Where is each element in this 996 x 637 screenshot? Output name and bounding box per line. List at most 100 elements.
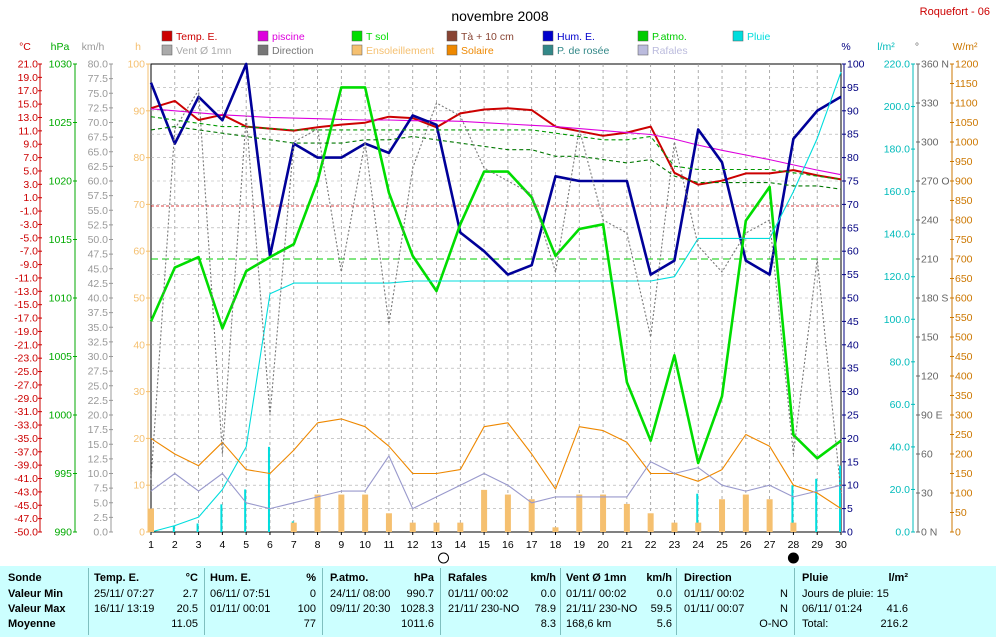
legend: Temp. E. piscine T sol Tà + 10 cm Hum. E. P.a… xyxy=(161,30,771,57)
x-tick-label: 9 xyxy=(338,539,344,551)
legend-label: Ensoleillement xyxy=(366,45,434,57)
x-tick-label: 29 xyxy=(811,539,823,551)
summary-col-gusts: Rafales km/h 01/11/ 00:02 0.0 21/11/ 230-N… xyxy=(448,566,558,637)
chart-title: novembre 2008 xyxy=(451,8,549,24)
x-tick-label: 19 xyxy=(573,539,585,551)
axis-unit: ° xyxy=(915,41,919,53)
y-tick-label: 67.5 xyxy=(88,132,109,144)
x-tick-label: 11 xyxy=(383,539,394,551)
summary-col-wind: Vent Ø 1mn km/h 01/11/ 00:02 0.0 21/11/ 23… xyxy=(566,566,672,637)
summary-value: 78.9 xyxy=(534,603,556,615)
summary-col-temp: Temp. E. °C 25/11/ 07:27 2.7 16/11/ 13:19 2… xyxy=(94,566,202,637)
summary-value: 20.5 xyxy=(176,603,198,615)
y-tick-label: 1150 xyxy=(955,78,978,90)
summary-unit: °C xyxy=(185,572,198,584)
y-tick-label: 30 xyxy=(133,386,145,398)
y-tick-label: 17.5 xyxy=(88,424,109,436)
new-moon-icon xyxy=(787,552,799,564)
series-line xyxy=(150,89,842,494)
y-tick-label: 27.5 xyxy=(88,366,109,378)
y-tick-label: 40 xyxy=(133,339,145,351)
series-t-sol xyxy=(150,116,842,180)
summary-value: 8.3 xyxy=(540,618,556,630)
y-tick-label: -50.0 xyxy=(14,527,38,539)
x-tick-label: 15 xyxy=(478,539,490,551)
y-tick-label: 250 xyxy=(955,429,973,441)
axis-unit: l/m² xyxy=(877,41,895,53)
y-tick-label: 200.0 xyxy=(884,101,910,113)
y-tick-label: 25.0 xyxy=(88,380,109,392)
y-tick-label: 77.5 xyxy=(88,73,109,85)
y-tick-label: 80 xyxy=(847,152,859,164)
series-line xyxy=(149,86,842,465)
x-tick-label: 17 xyxy=(526,539,538,551)
y-tick-label: 0 xyxy=(955,527,961,539)
y-tick-label: 30 xyxy=(921,488,933,500)
y-tick-label: 450 xyxy=(955,351,973,363)
x-tick-label: 4 xyxy=(219,539,225,551)
summary-unit: km/h xyxy=(530,572,556,584)
bar xyxy=(433,522,440,532)
summary-unit: % xyxy=(306,572,316,584)
summary-separator xyxy=(88,568,89,635)
axis-unit: h xyxy=(135,41,141,53)
legend-swatch xyxy=(446,44,458,56)
bar xyxy=(290,522,297,532)
series-ensoleillement xyxy=(148,489,797,532)
x-tick-label: 2 xyxy=(172,539,178,551)
y-tick-label: 9.0 xyxy=(23,139,38,151)
summary-row-label: Valeur Min xyxy=(8,588,64,600)
y-tick-label: 500 xyxy=(955,332,973,344)
legend-label: Solaire xyxy=(461,45,494,57)
bar xyxy=(409,522,416,532)
y-tick-label: 7.5 xyxy=(93,483,108,495)
legend-swatch xyxy=(351,30,363,42)
legend-swatch xyxy=(637,30,649,42)
y-tick-label: -17.0 xyxy=(14,313,38,325)
y-tick-label: 90 xyxy=(133,105,145,117)
summary-row-label: Moyenne xyxy=(8,618,56,630)
axis-unit: hPa xyxy=(51,41,70,53)
y-tick-label: 13.0 xyxy=(18,112,39,124)
axes: 21.019.017.015.013.011.09.07.05.03.01.0-… xyxy=(14,59,978,539)
y-tick-label: 5.0 xyxy=(93,497,108,509)
y-tick-label: -15.0 xyxy=(14,299,38,311)
y-tick-label: 70 xyxy=(847,199,859,211)
bar xyxy=(528,499,535,532)
bar xyxy=(385,513,392,532)
summary-header: Direction xyxy=(684,572,732,584)
summary-date: 168,6 km xyxy=(566,618,612,630)
y-tick-label: 850 xyxy=(955,195,973,207)
bar xyxy=(647,513,654,532)
bar xyxy=(719,499,726,532)
legend-label: Temp. E. xyxy=(176,31,217,43)
y-tick-label: 47.5 xyxy=(88,249,109,261)
y-tick-label: 55.0 xyxy=(88,205,109,217)
y-tick-label: 60.0 xyxy=(890,399,911,411)
summary-date: 01/11/ 00:02 xyxy=(684,588,745,600)
bar xyxy=(362,494,369,532)
y-tick-label: -9.0 xyxy=(20,259,38,271)
summary-col-humidity: Hum. E.% 06/11/ 07:51 0 01/11/ 00:01 100 7… xyxy=(210,566,320,637)
series-rafales xyxy=(150,455,842,510)
y-tick-label: 10 xyxy=(847,480,859,492)
y-tick-label: -43.0 xyxy=(14,486,38,498)
x-tick-label: 14 xyxy=(454,539,466,551)
summary-header: Rafales xyxy=(448,572,488,584)
x-tick-label: 5 xyxy=(243,539,249,551)
y-tick-label: 100.0 xyxy=(884,314,910,326)
x-axis-ticks: 1 2 3 4 5 6 7 8 9 10 11 12 13 14 15 16 17 18 19 20 21 22 23 24 2… xyxy=(148,532,847,564)
y-tick-label: 90 E xyxy=(921,410,943,422)
y-tick-label: -39.0 xyxy=(14,460,38,472)
summary-value: 11.05 xyxy=(171,618,198,630)
x-tick-label: 27 xyxy=(764,539,776,551)
y-tick-label: 70.0 xyxy=(88,117,109,129)
y-tick-label: 140.0 xyxy=(884,229,910,241)
y-tick-label: 330 xyxy=(921,98,939,110)
y-tick-label: -35.0 xyxy=(14,433,38,445)
summary-separator xyxy=(560,568,561,635)
legend-swatch xyxy=(161,30,173,42)
summary-date: 01/11/ 00:07 xyxy=(684,603,745,615)
y-tick-label: 750 xyxy=(955,234,973,246)
y-tick-label: 400 xyxy=(955,371,973,383)
